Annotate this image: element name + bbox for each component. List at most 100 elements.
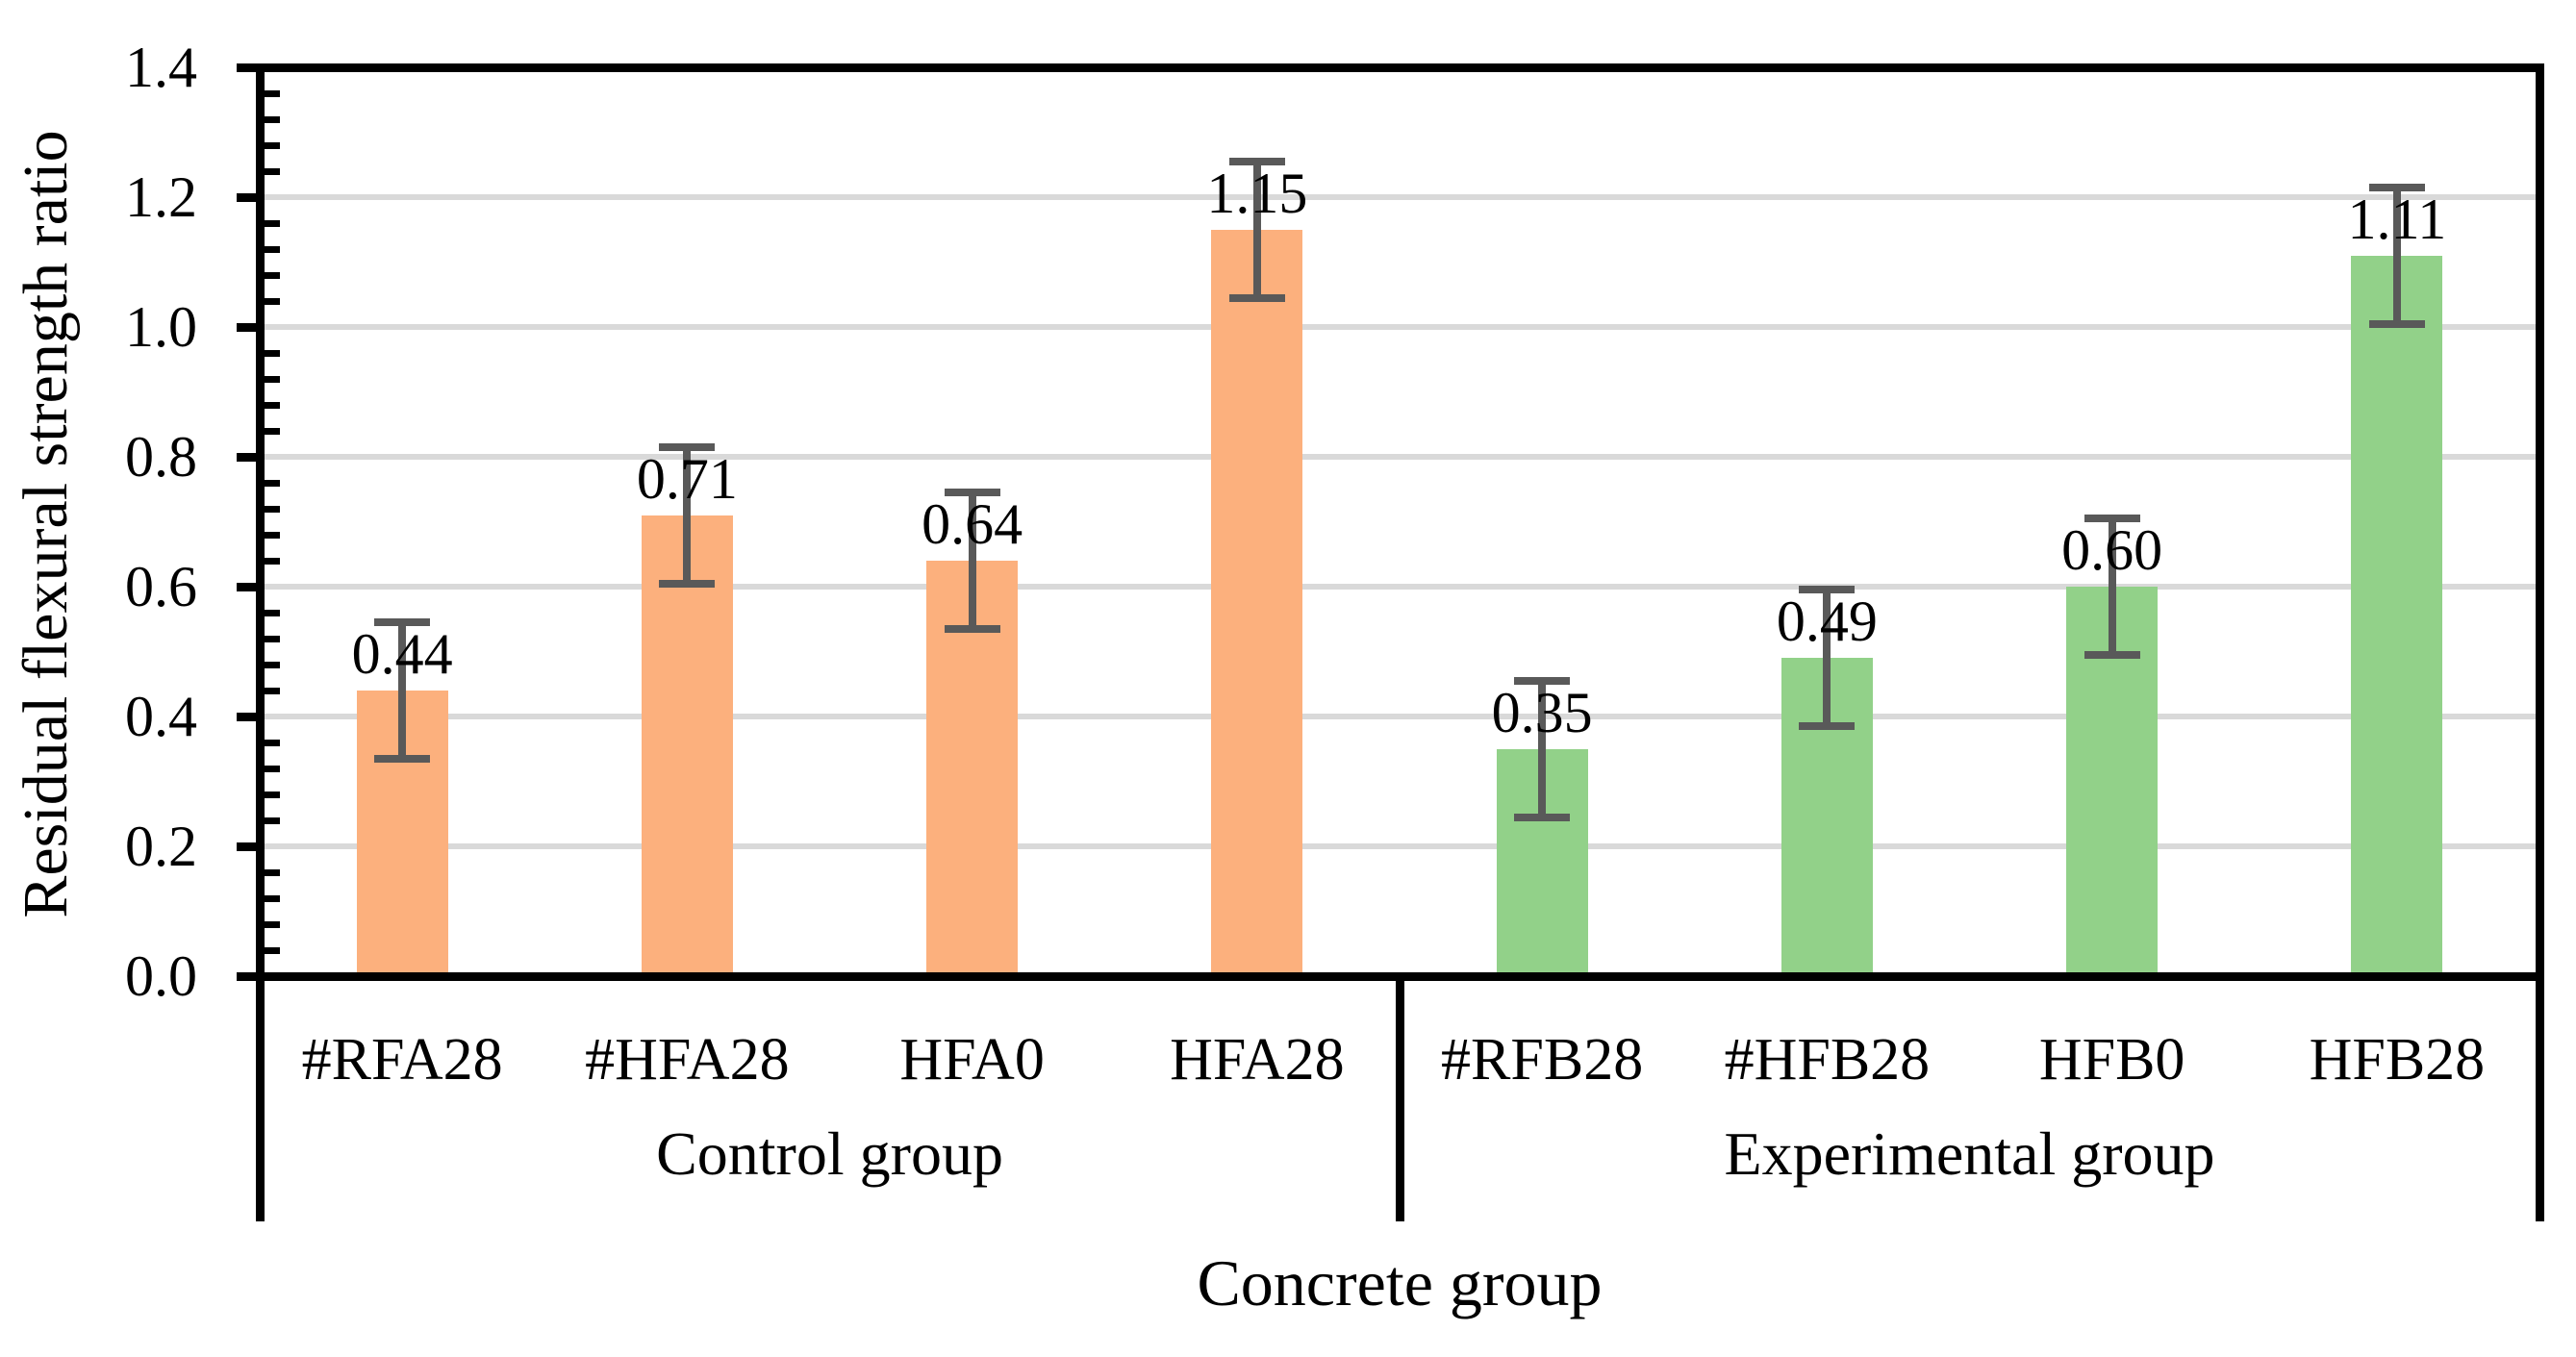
y-major-tick [237,452,264,462]
y-major-tick [237,63,264,72]
category-label: HFB28 [2309,1027,2486,1093]
y-major-tick [237,712,264,721]
error-bar-line [683,446,692,584]
y-major-tick [237,842,264,851]
error-bar-cap [659,579,716,588]
y-minor-tick [257,894,280,902]
gridline [265,194,2536,200]
y-minor-tick [257,271,280,279]
error-bar-line [398,622,407,759]
y-minor-tick [257,817,280,824]
data-label: 0.60 [2061,518,2163,582]
y-minor-tick [257,661,280,668]
y-minor-tick [257,765,280,772]
y-minor-tick [257,297,280,305]
y-tick-label: 0.2 [125,815,197,878]
group-separator [255,981,265,1221]
error-bar-cap [1799,722,1856,731]
y-minor-tick [257,920,280,928]
y-minor-tick [257,427,280,435]
data-label: 1.15 [1206,161,1308,225]
y-minor-tick [257,791,280,798]
y-tick-label: 0.8 [125,425,197,489]
y-minor-tick [257,531,280,539]
data-label: 0.49 [1776,590,1878,654]
gridline [265,843,2536,849]
error-bar-cap [2368,319,2425,328]
error-bar-cap [2368,183,2425,191]
y-major-tick [237,971,264,981]
bar [1211,229,1303,972]
y-minor-tick [257,868,280,876]
data-label: 0.71 [636,446,738,511]
category-label: #RFA28 [301,1027,503,1093]
data-label: 0.44 [351,622,453,686]
y-minor-tick [257,89,280,97]
y-minor-tick [257,401,280,409]
y-tick-label: 1.4 [125,36,197,99]
y-minor-tick [257,946,280,954]
y-major-tick [237,582,264,591]
error-bar-cap [2084,650,2140,659]
error-bar-cap [944,624,1000,633]
y-minor-tick [257,245,280,253]
error-bar-cap [374,754,431,763]
error-bar-cap [1228,293,1285,302]
y-axis-title: Residual flexural strength ratio [11,130,81,918]
data-label: 0.64 [922,492,1023,556]
category-label: #HFB28 [1724,1027,1931,1093]
error-bar-cap [1228,157,1285,165]
gridline [265,324,2536,330]
y-tick-label: 0.6 [125,555,197,618]
data-label: 1.11 [2347,187,2447,251]
error-bar-cap [1514,813,1571,821]
y-minor-tick [257,687,280,694]
plot-area-border [256,63,2544,981]
data-label: 0.35 [1491,680,1593,744]
y-minor-tick [257,479,280,487]
gridline [265,584,2536,590]
error-bar-line [1823,590,1831,727]
y-major-tick [237,322,264,332]
error-bar-cap [1514,676,1571,685]
group-label: Experimental group [1724,1119,2215,1188]
y-minor-tick [257,167,280,175]
y-tick-label: 0.4 [125,685,197,748]
error-bar-cap [1799,586,1856,594]
y-minor-tick [257,115,280,123]
y-minor-tick [257,505,280,513]
category-label: HFA0 [899,1027,1045,1093]
error-bar-cap [2084,515,2140,523]
group-separator [2535,981,2544,1221]
y-major-tick [237,192,264,202]
group-label: Control group [656,1119,1003,1188]
x-axis-title: Concrete group [1197,1246,1603,1319]
error-bar-line [2392,187,2401,324]
error-bar-cap [659,442,716,451]
error-bar-line [968,492,976,629]
y-minor-tick [257,349,280,357]
bar [641,515,733,972]
y-minor-tick [257,141,280,149]
error-bar-cap [374,618,431,627]
y-minor-tick [257,375,280,383]
y-minor-tick [257,739,280,746]
category-label: #RFB28 [1441,1027,1644,1093]
y-minor-tick [257,557,280,565]
y-minor-tick [257,609,280,616]
y-tick-label: 1.2 [125,165,197,229]
y-minor-tick [257,219,280,227]
error-bar-cap [944,489,1000,497]
category-label: HFB0 [2038,1027,2185,1093]
error-bar-line [1252,161,1261,298]
error-bar-line [1538,680,1547,817]
gridline [265,714,2536,719]
category-label: #HFA28 [585,1027,790,1093]
category-label: HFA28 [1170,1027,1345,1093]
y-tick-label: 0.0 [125,944,197,1008]
y-minor-tick [257,635,280,642]
error-bar-line [2108,518,2116,655]
bar [2351,255,2443,972]
gridline [265,454,2536,460]
